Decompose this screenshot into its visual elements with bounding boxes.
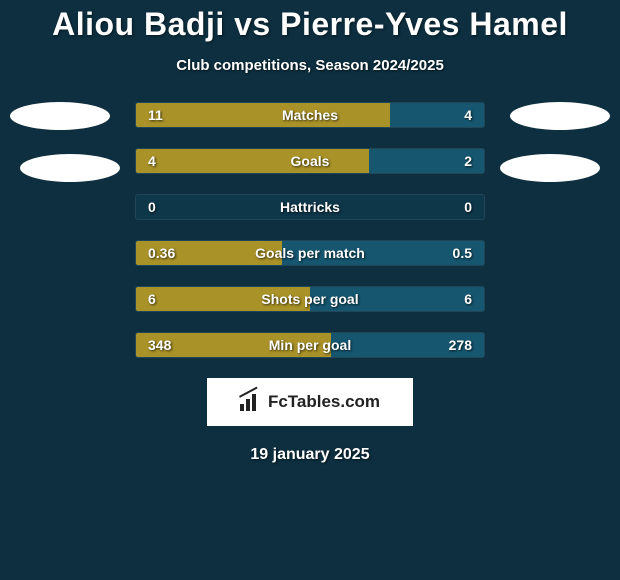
- vs-text: vs: [234, 6, 271, 42]
- chart-area: 114Matches 42Goals 0 0Hattricks 0.360.5Goals…: [0, 102, 620, 358]
- player1-bar-fill: [136, 287, 310, 311]
- stat-row: 66Shots per goal: [135, 286, 485, 312]
- subtitle: Club competitions, Season 2024/2025: [0, 57, 620, 74]
- player2-name: Pierre-Yves Hamel: [280, 6, 568, 42]
- player1-name: Aliou Badji: [52, 6, 225, 42]
- player2-bar-fill: [369, 149, 484, 173]
- stat-row: 0 0Hattricks: [135, 194, 485, 220]
- stat-row: 114Matches: [135, 102, 485, 128]
- player1-badge-placeholder: [20, 154, 120, 182]
- player2-bar-fill: [310, 287, 484, 311]
- player1-bar-fill: [136, 241, 282, 265]
- player1-bar-fill: [136, 103, 390, 127]
- player2-value: 0: [464, 195, 472, 219]
- stat-label: Hattricks: [136, 195, 484, 219]
- stat-row: 0.360.5Goals per match: [135, 240, 485, 266]
- player2-bar-fill: [282, 241, 484, 265]
- brand-text: FcTables.com: [268, 392, 380, 412]
- brand-box: FcTables.com: [207, 378, 413, 426]
- date-text: 19 january 2025: [0, 446, 620, 464]
- stat-row: 42Goals: [135, 148, 485, 174]
- player2-avatar-placeholder: [510, 102, 610, 130]
- stat-bars: 114Matches 42Goals 0 0Hattricks 0.360.5Goals…: [135, 102, 485, 358]
- player1-avatar-placeholder: [10, 102, 110, 130]
- player1-value: 0: [148, 195, 156, 219]
- stat-row: 348278Min per goal: [135, 332, 485, 358]
- brand-chart-icon: [240, 393, 262, 411]
- player1-bar-fill: [136, 149, 369, 173]
- player2-badge-placeholder: [500, 154, 600, 182]
- player2-bar-fill: [331, 333, 484, 357]
- player2-bar-fill: [390, 103, 484, 127]
- comparison-title: Aliou Badji vs Pierre-Yves Hamel: [0, 0, 620, 43]
- player1-bar-fill: [136, 333, 331, 357]
